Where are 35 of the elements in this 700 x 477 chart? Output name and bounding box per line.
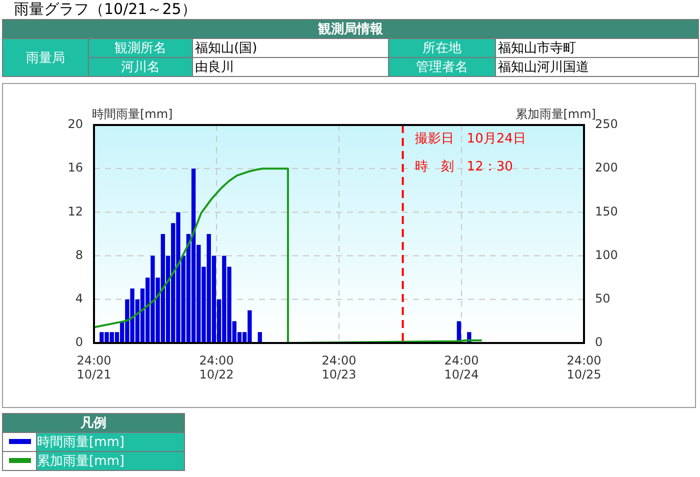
x-tick-label: 24:00 10/24 (444, 353, 479, 382)
x-tick-label: 24:00 10/25 (566, 353, 602, 382)
text: 由良川 (192, 58, 388, 76)
x-tick-label: 24:00 10/23 (322, 353, 356, 382)
text: 管理者名 (388, 58, 496, 76)
x-tick-label: 24:00 10/22 (199, 353, 234, 382)
legend-label: 時間雨量[mm] (36, 432, 184, 452)
y2-tick-label: 250 (595, 117, 618, 132)
legend-label: 累加雨量[mm] (36, 452, 184, 470)
text: 雨量局 (2, 38, 88, 76)
y-tick-label: 4 (75, 292, 83, 306)
x-tick-label: 24:00 10/21 (76, 353, 112, 382)
annotation: 時 刻 12：30 (414, 159, 513, 174)
text: 所在地 (388, 38, 496, 58)
y2-tick-label: 100 (595, 248, 618, 262)
y-tick-label: 12 (68, 204, 83, 218)
y-tick-label: 0 (75, 335, 83, 350)
chart-title: 雨量グラフ（10/21～25） (14, 0, 196, 19)
legend-title: 凡例 (2, 414, 184, 432)
y2-tick-label: 0 (595, 335, 603, 350)
text: 河川名 (88, 58, 192, 76)
y-tick-label: 16 (68, 160, 83, 175)
y2-axis-title: 累加雨量[mm] (515, 107, 596, 122)
y-tick-label: 20 (68, 117, 83, 132)
text: 福知山河川国道 (496, 58, 699, 76)
y-tick-label: 8 (75, 248, 83, 262)
text: 観測局情報 (2, 20, 699, 38)
y2-tick-label: 150 (595, 204, 618, 218)
y-axis-title: 時間雨量[mm] (92, 107, 173, 122)
text: 福知山(国) (192, 38, 388, 58)
text: 観測所名 (88, 38, 192, 58)
annotation: 撮影日 10月24日 (414, 131, 526, 146)
y2-tick-label: 50 (595, 292, 610, 306)
y2-tick-label: 200 (595, 160, 618, 175)
text: 福知山市寺町 (496, 38, 699, 58)
